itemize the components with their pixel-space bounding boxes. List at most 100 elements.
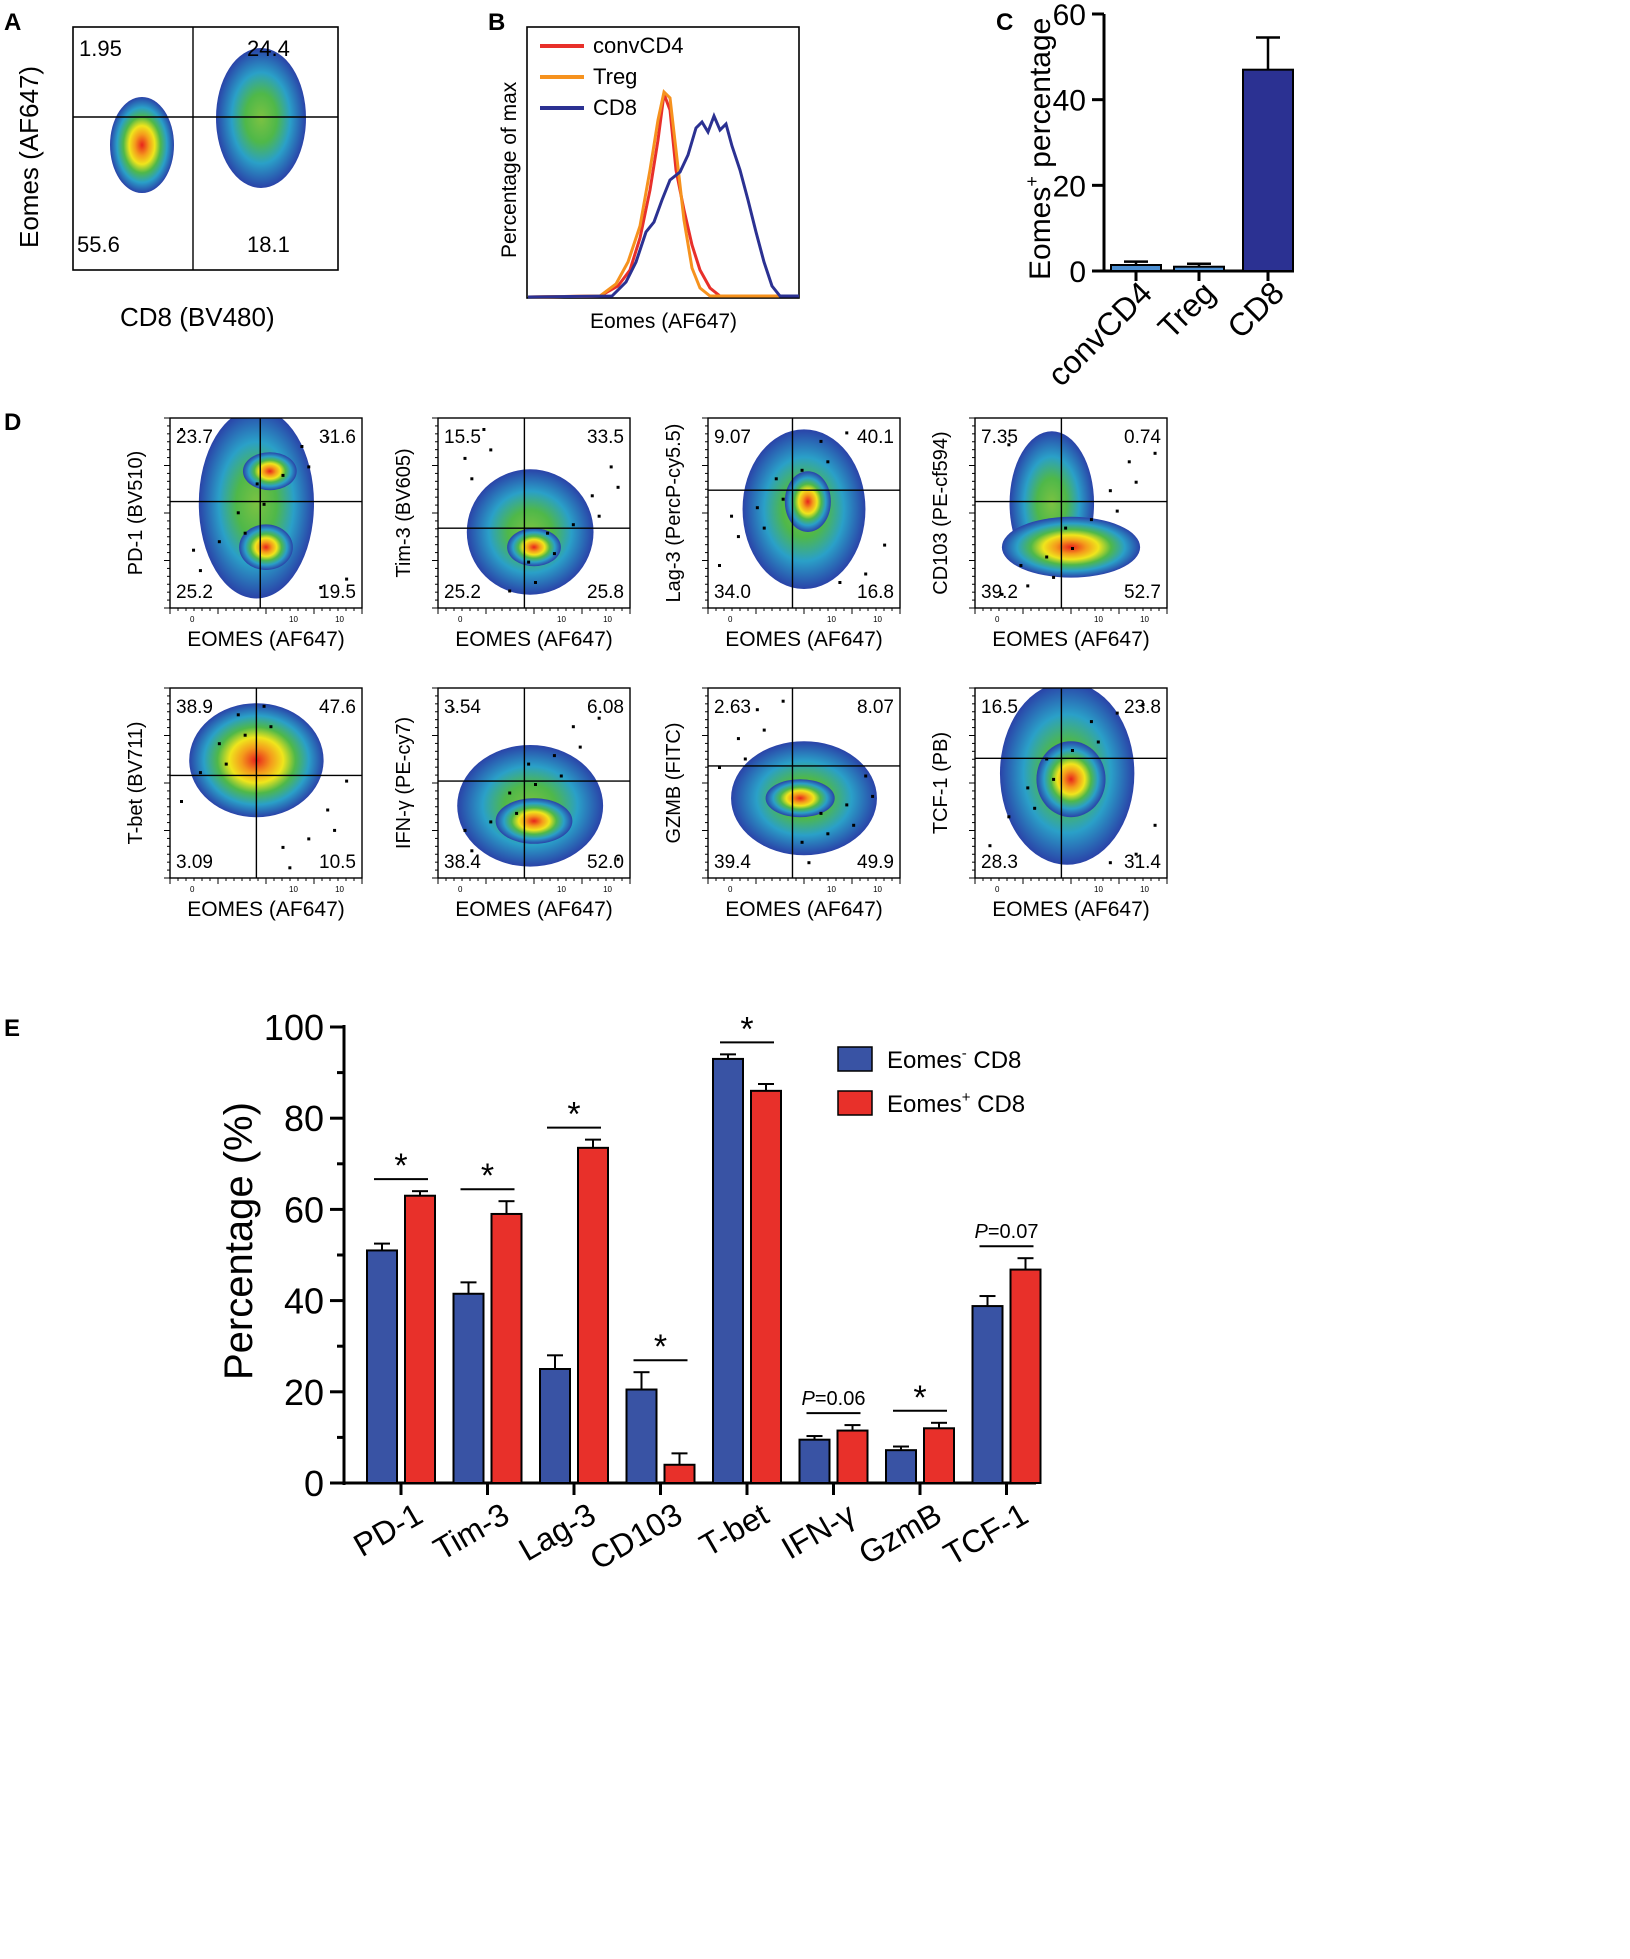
panel-a: A 1.95 24.4 55.6 18.1 CD8 (BV480) Eomes … bbox=[4, 9, 339, 332]
flow-plot-event bbox=[262, 704, 266, 708]
panel-d: D 23.7 31.6 25.2 19.5 0 10 10 EOMES (AF647) PD-1… bbox=[4, 409, 1168, 921]
plot-e-legend-swatch-pos bbox=[837, 1090, 873, 1116]
flow-plot-event bbox=[288, 866, 292, 870]
plot-e-bar-pos bbox=[836, 1429, 869, 1485]
plot-a-population-dn bbox=[110, 97, 174, 193]
plot-e-xtick-label: IFN-γ bbox=[775, 1496, 861, 1566]
flow-plot-xlabel: EOMES (AF647) bbox=[187, 628, 345, 651]
flow-plot-event bbox=[864, 572, 868, 576]
flow-plot-event bbox=[762, 526, 766, 530]
flow-plot-event bbox=[755, 708, 759, 712]
flow-plot-xtick-label: 0 bbox=[995, 885, 1000, 894]
flow-plot-event bbox=[1033, 806, 1037, 810]
plot-c-xtick-label: Treg bbox=[1151, 274, 1222, 345]
flow-plot: 23.7 31.6 25.2 19.5 0 10 10 EOMES (AF647) PD-1 (… bbox=[125, 417, 363, 651]
flow-plot-population bbox=[242, 452, 297, 491]
flow-plot-population bbox=[1036, 741, 1106, 818]
plot-e-bar-neg bbox=[625, 1388, 658, 1485]
plot-c-ytick-label: 20 bbox=[1053, 170, 1086, 203]
flow-plot-density bbox=[451, 708, 620, 867]
plot-a-ylabel: Eomes (AF647) bbox=[14, 66, 44, 248]
plot-e-ytick-label: 0 bbox=[304, 1463, 324, 1504]
flow-plot-event bbox=[1108, 489, 1112, 493]
flow-plot-xlabel: EOMES (AF647) bbox=[455, 628, 613, 651]
flow-plot-density bbox=[718, 429, 887, 589]
flow-plot-event bbox=[1052, 575, 1056, 579]
flow-plot-xtick-label: 10 bbox=[827, 615, 836, 624]
flow-plot-event bbox=[736, 535, 740, 539]
flow-plot: 15.5 33.5 25.2 25.8 0 10 10 EOMES (AF647) Tim-3 … bbox=[393, 417, 631, 651]
flow-plot-event bbox=[571, 725, 575, 729]
flow-plot-event bbox=[1153, 451, 1157, 455]
flow-plot-xtick-label: 10 bbox=[557, 615, 566, 624]
flow-plot-event bbox=[489, 820, 493, 824]
flow-plot-event bbox=[755, 506, 759, 510]
flow-plot-xtick-label: 10 bbox=[603, 615, 612, 624]
flow-plot-q-tr: 31.6 bbox=[319, 427, 356, 448]
plot-b-legend-cd8: CD8 bbox=[593, 95, 637, 120]
flow-plot-event bbox=[281, 845, 285, 849]
flow-plot-q-tr: 23.8 bbox=[1124, 697, 1161, 718]
flow-plot-xtick-label: 10 bbox=[289, 615, 298, 624]
flow-plot-ylabel: CD103 (PE-cf594) bbox=[930, 431, 952, 594]
flow-plot-event bbox=[743, 757, 747, 761]
flow-plot-ylabel: TCF-1 (PB) bbox=[930, 732, 952, 834]
flow-plot-xtick-label: 0 bbox=[728, 885, 733, 894]
panel-e: E Percentage (%) Eomes- CD8 Eomes+ CD8 0… bbox=[4, 1007, 1042, 1577]
flow-plot-q-br: 16.8 bbox=[857, 582, 894, 603]
flow-plot-event bbox=[838, 581, 842, 584]
flow-plot-xtick-label: 10 bbox=[335, 615, 344, 624]
flow-plot-population bbox=[239, 524, 293, 570]
flow-plot-event bbox=[800, 840, 804, 844]
flow-plot-event bbox=[217, 540, 221, 544]
plot-e-xtick-label: T-bet bbox=[693, 1496, 774, 1564]
flow-plot-event bbox=[590, 494, 594, 498]
flow-plot-density bbox=[1000, 431, 1157, 596]
flow-plot-xtick-label: 0 bbox=[458, 885, 463, 894]
flow-plot-xtick-label: 10 bbox=[873, 615, 882, 624]
flow-plot-event bbox=[1153, 823, 1157, 827]
plot-e-bar-neg bbox=[885, 1449, 917, 1484]
flow-plot-ylabel: Lag-3 (PercP-cy5.5) bbox=[663, 424, 685, 603]
flow-plot-xtick-label: 10 bbox=[873, 885, 882, 894]
flow-plot-event bbox=[616, 857, 620, 861]
flow-plot-q-tr: 0.74 bbox=[1124, 427, 1161, 448]
plot-b-legend-treg: Treg bbox=[593, 64, 637, 89]
flow-plot-density bbox=[180, 703, 349, 870]
flow-plot-event bbox=[345, 779, 349, 783]
plot-e-xtick-label: TCF-1 bbox=[937, 1496, 1034, 1573]
flow-plot-event bbox=[762, 728, 766, 732]
flow-plot: 9.07 40.1 34.0 16.8 0 10 10 EOMES (AF647) Lag-3 … bbox=[663, 417, 901, 651]
plot-e-xtick-label: Lag-3 bbox=[513, 1496, 602, 1568]
flow-plot-event bbox=[243, 733, 247, 737]
flow-plot-event bbox=[1064, 526, 1068, 530]
flow-plot-event bbox=[1134, 852, 1138, 856]
plot-b-xlabel: Eomes (AF647) bbox=[590, 310, 737, 333]
flow-plot-density bbox=[988, 688, 1157, 865]
flow-plot-event bbox=[1115, 711, 1119, 715]
flow-plot-xtick-label: 10 bbox=[557, 885, 566, 894]
flow-plot-q-tl: 15.5 bbox=[444, 427, 481, 448]
flow-plot-xtick-label: 10 bbox=[1094, 885, 1103, 894]
plot-e-bar-pos bbox=[923, 1427, 955, 1485]
flow-plot-event bbox=[736, 737, 740, 741]
plot-e-ytick-label: 60 bbox=[284, 1189, 324, 1230]
flow-plot-q-bl: 39.4 bbox=[714, 852, 751, 873]
plot-b-line-cd8 bbox=[527, 111, 799, 299]
flow-plot-event bbox=[269, 725, 273, 729]
plot-e-ytick-label: 100 bbox=[264, 1007, 324, 1048]
flow-plot-q-tr: 8.07 bbox=[857, 697, 894, 718]
plot-e-bar-pos bbox=[663, 1463, 696, 1485]
flow-plot-event bbox=[262, 502, 266, 506]
flow-plot-event bbox=[527, 762, 531, 766]
flow-plot-q-tr: 6.08 bbox=[587, 697, 624, 718]
plot-e-xtick-label: PD-1 bbox=[347, 1496, 428, 1564]
flow-plot-event bbox=[864, 774, 868, 778]
plot-b-ylabel: Percentage of max bbox=[498, 81, 521, 258]
flow-plot-event bbox=[534, 581, 537, 584]
flow-plot-q-tl: 38.9 bbox=[176, 697, 213, 718]
flow-plot-event bbox=[1052, 777, 1056, 781]
flow-plot-event bbox=[508, 791, 512, 795]
flow-plot-q-tl: 7.35 bbox=[981, 427, 1018, 448]
plot-e-significance-star: * bbox=[481, 1157, 494, 1195]
